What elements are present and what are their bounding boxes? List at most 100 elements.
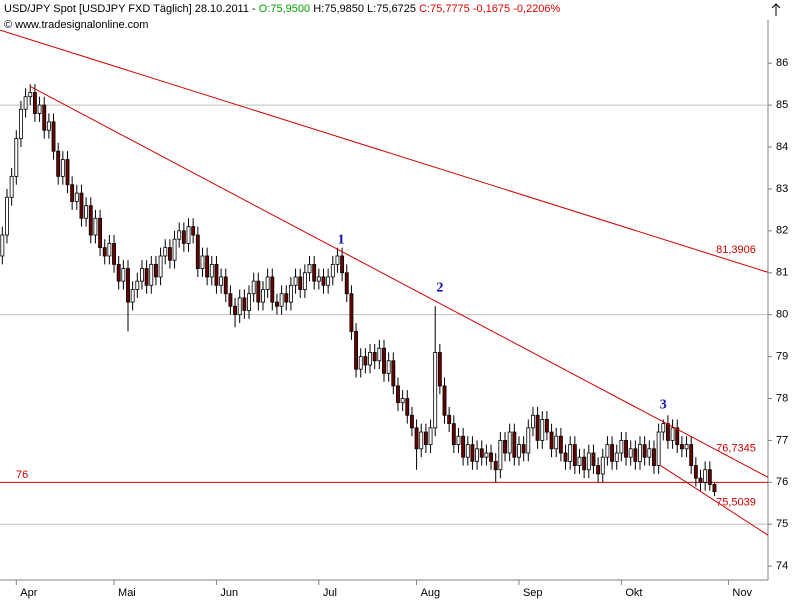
high-low: H:75,9850 L:75,6725 [313,3,416,15]
candle-body [251,280,256,295]
candle-body [652,448,656,466]
candle-body [484,452,489,458]
candle-body [703,469,708,483]
candle-body [84,205,89,219]
candle-body [107,243,112,257]
candle-body [46,121,51,131]
candle-body [577,456,582,466]
candle-body [88,205,93,236]
candle-body [42,104,47,131]
candle-body [19,108,23,140]
candle-body [98,217,103,249]
candle-body [51,121,56,152]
candle-body [526,427,531,454]
candle-body [326,276,331,286]
candle-body [172,238,177,261]
candle-body [507,431,512,454]
candle-body [70,184,75,202]
candle-body [465,444,470,458]
candle-body [9,175,14,198]
candle-body [191,226,196,236]
candle-body [195,234,200,269]
candle-body [442,385,447,416]
candle-body [554,435,559,450]
candle-body [354,331,359,370]
candle-body [102,247,107,257]
trend-line-label: 81,3906 [716,244,756,256]
y-tick-label: 78 [776,392,788,404]
candle-body [60,159,65,177]
candle-body [707,469,712,485]
candle-body [642,444,647,458]
candle-body [358,356,363,370]
candle-body [275,301,279,307]
candle-body [349,293,354,332]
close-value: C:75,7775 -0,1675 -0,2206% [419,3,560,15]
candle-body [372,351,377,362]
candle-body [712,484,717,493]
x-tick-label: Apr [20,587,37,599]
candle-body [423,431,428,446]
candle-body [93,217,98,236]
candle-body [144,268,149,286]
candle-body [335,255,340,265]
wave-marker: 3 [660,397,667,412]
candle-body [153,263,158,278]
candle-body [596,465,601,475]
candle-body [437,351,442,387]
x-tick-label: Mai [118,587,136,599]
candle-body [209,263,214,278]
candle-body [400,398,405,404]
candle-body [382,347,386,374]
candle-body [5,196,9,236]
y-tick-label: 75 [776,518,788,530]
candle-body [298,276,303,290]
candle-body [470,444,475,462]
candle-body [279,293,284,307]
candle-body [517,444,521,458]
wave-marker: 1 [338,232,345,247]
candle-body [619,440,624,454]
candle-body [56,150,61,177]
candle-body [670,427,675,441]
trend-line-label: 75,5039 [716,496,756,508]
candle-body [321,276,326,286]
candle-body [186,226,191,244]
candle-body [140,268,144,282]
candle-body [689,444,694,466]
y-tick-label: 85 [776,99,788,111]
candle-body [586,452,591,471]
candle-body [344,272,349,295]
y-tick-label: 76 [776,476,788,488]
candle-body [647,448,652,458]
candle-body [340,255,345,274]
candle-body [600,456,605,475]
candle-body [582,456,587,471]
y-tick-label: 82 [776,225,788,237]
candle-body [572,444,577,466]
candle-body [475,448,480,462]
candle-body [214,263,219,286]
candle-body [605,444,610,458]
candle-body [558,435,563,454]
candle-body [265,276,270,290]
candle-body [256,280,261,303]
candle-body [493,460,498,471]
symbol: USD/JPY Spot [USDJPY FXD Täglich] 28.10.… [4,3,256,15]
x-tick-label: Sep [523,587,543,599]
trend-line [0,29,768,273]
candle-body [237,297,242,316]
x-tick-label: Nov [732,587,752,599]
candle-body [121,268,126,282]
candle-body [568,444,573,462]
candle-body [79,192,84,219]
candle-body [228,293,233,307]
candle-body [233,305,237,316]
candle-body [149,263,154,286]
candle-body [391,360,396,387]
candle-body [37,104,42,114]
candle-body [65,159,70,186]
scale-arrow-icon [771,3,781,16]
